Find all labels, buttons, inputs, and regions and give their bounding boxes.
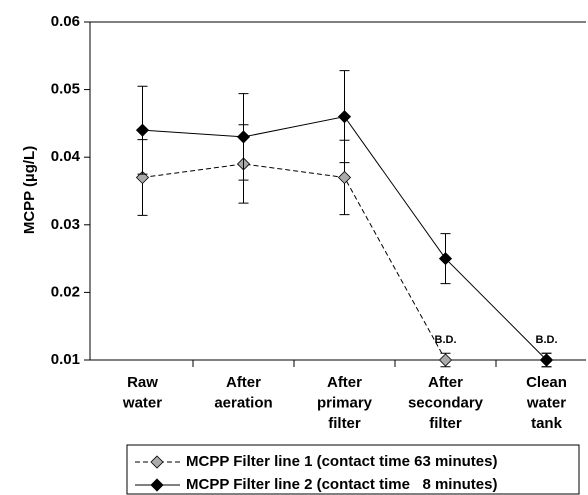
x-tick-label: After secondary filter (408, 374, 484, 432)
y-axis-label: MCPP (µg/L) (21, 146, 38, 234)
legend-label: MCPP Filter line 2 (contact time 8 minut… (186, 476, 497, 493)
point (236, 130, 251, 144)
y-tick-label: 0.02 (51, 283, 80, 300)
x-tick-label: Clean water tank (526, 374, 567, 432)
y-tick-label: 0.04 (51, 148, 81, 165)
x-tick-label: After aeration (214, 374, 272, 412)
point (135, 123, 150, 137)
legend-box (126, 444, 580, 495)
point (438, 252, 453, 266)
x-tick-label: After primary filter (317, 374, 373, 432)
annotation: B.D. (435, 334, 457, 346)
point (337, 170, 352, 185)
annotation: B.D. (536, 334, 558, 346)
point (337, 110, 352, 124)
y-tick-label: 0.03 (51, 216, 80, 233)
y-tick-label: 0.06 (51, 13, 80, 30)
y-tick-label: 0.05 (51, 81, 80, 98)
point (539, 353, 554, 367)
point (438, 353, 453, 367)
legend-marker (150, 478, 164, 492)
y-tick-label: 0.01 (51, 351, 80, 368)
x-tick-label: Raw water (122, 374, 162, 412)
legend-marker (150, 455, 164, 469)
legend-label: MCPP Filter line 1 (contact time 63 minu… (186, 453, 497, 470)
